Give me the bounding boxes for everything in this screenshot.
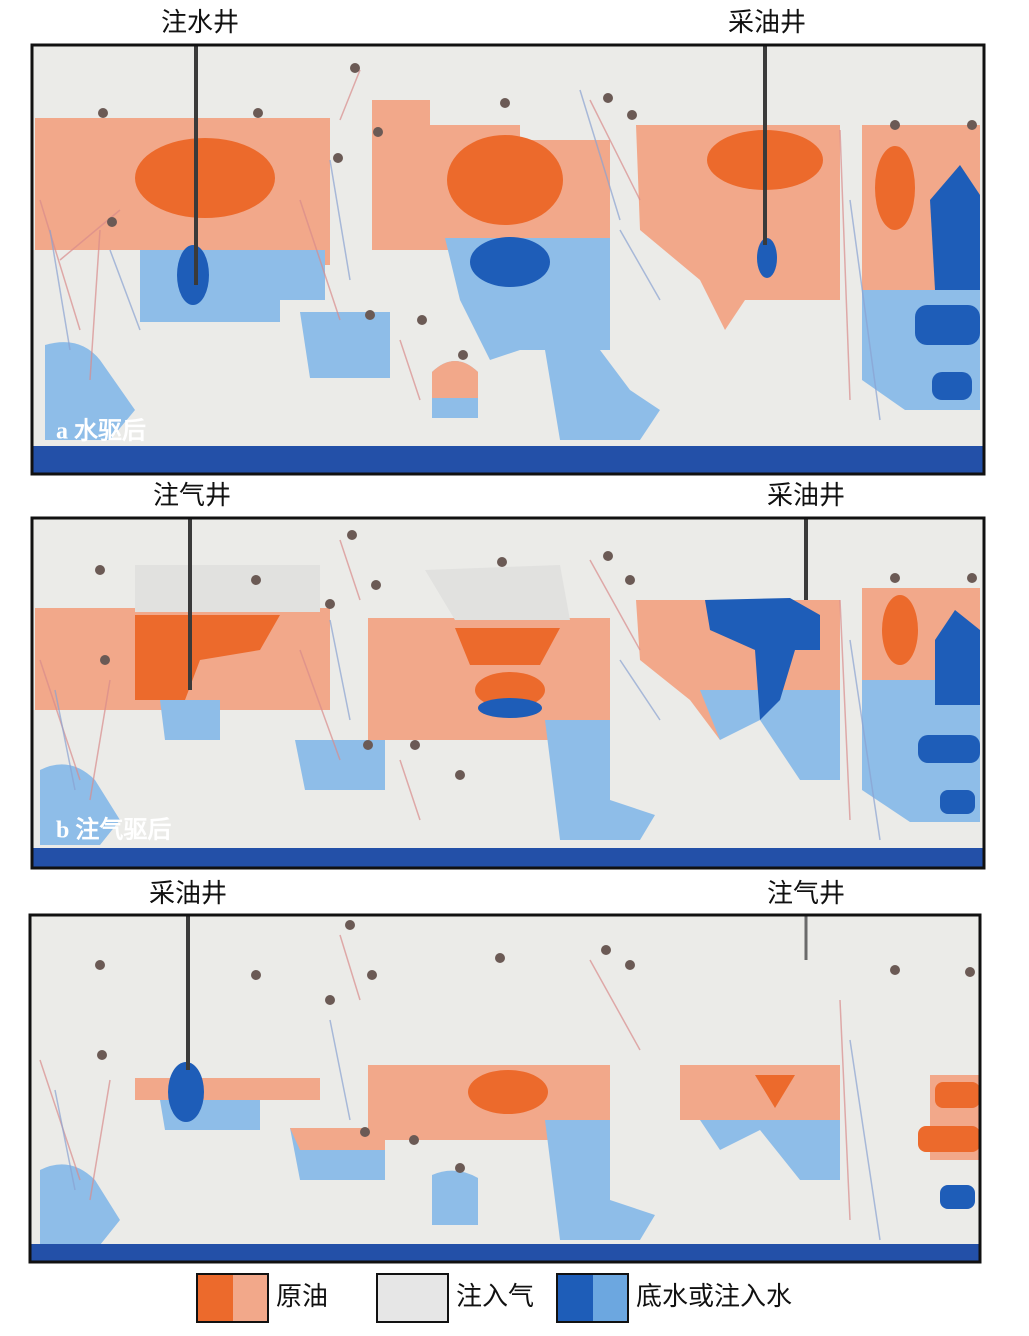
well-label: 注水井 — [161, 8, 239, 37]
panel-a: a 水驱后 注水井 采油井 — [30, 8, 986, 476]
well-label: 采油井 — [149, 879, 227, 908]
panel-c: 采油井 注气井 — [28, 879, 982, 1264]
panel-caption: a 水驱后 — [56, 418, 146, 445]
well-label: 采油井 — [767, 481, 845, 510]
well-label: 采油井 — [728, 8, 806, 37]
legend-label: 原油 — [276, 1282, 328, 1311]
well-label: 注气井 — [767, 879, 845, 908]
legend: 原油 注入气 底水或注入水 — [196, 1273, 792, 1323]
panel-caption: b 注气驱后 — [56, 816, 171, 844]
legend-label: 底水或注入水 — [636, 1282, 792, 1311]
well-label: 注气井 — [153, 481, 231, 510]
legend-label: 注入气 — [456, 1282, 534, 1311]
panel-b: b 注气驱后 注气井 采油井 — [30, 481, 986, 870]
